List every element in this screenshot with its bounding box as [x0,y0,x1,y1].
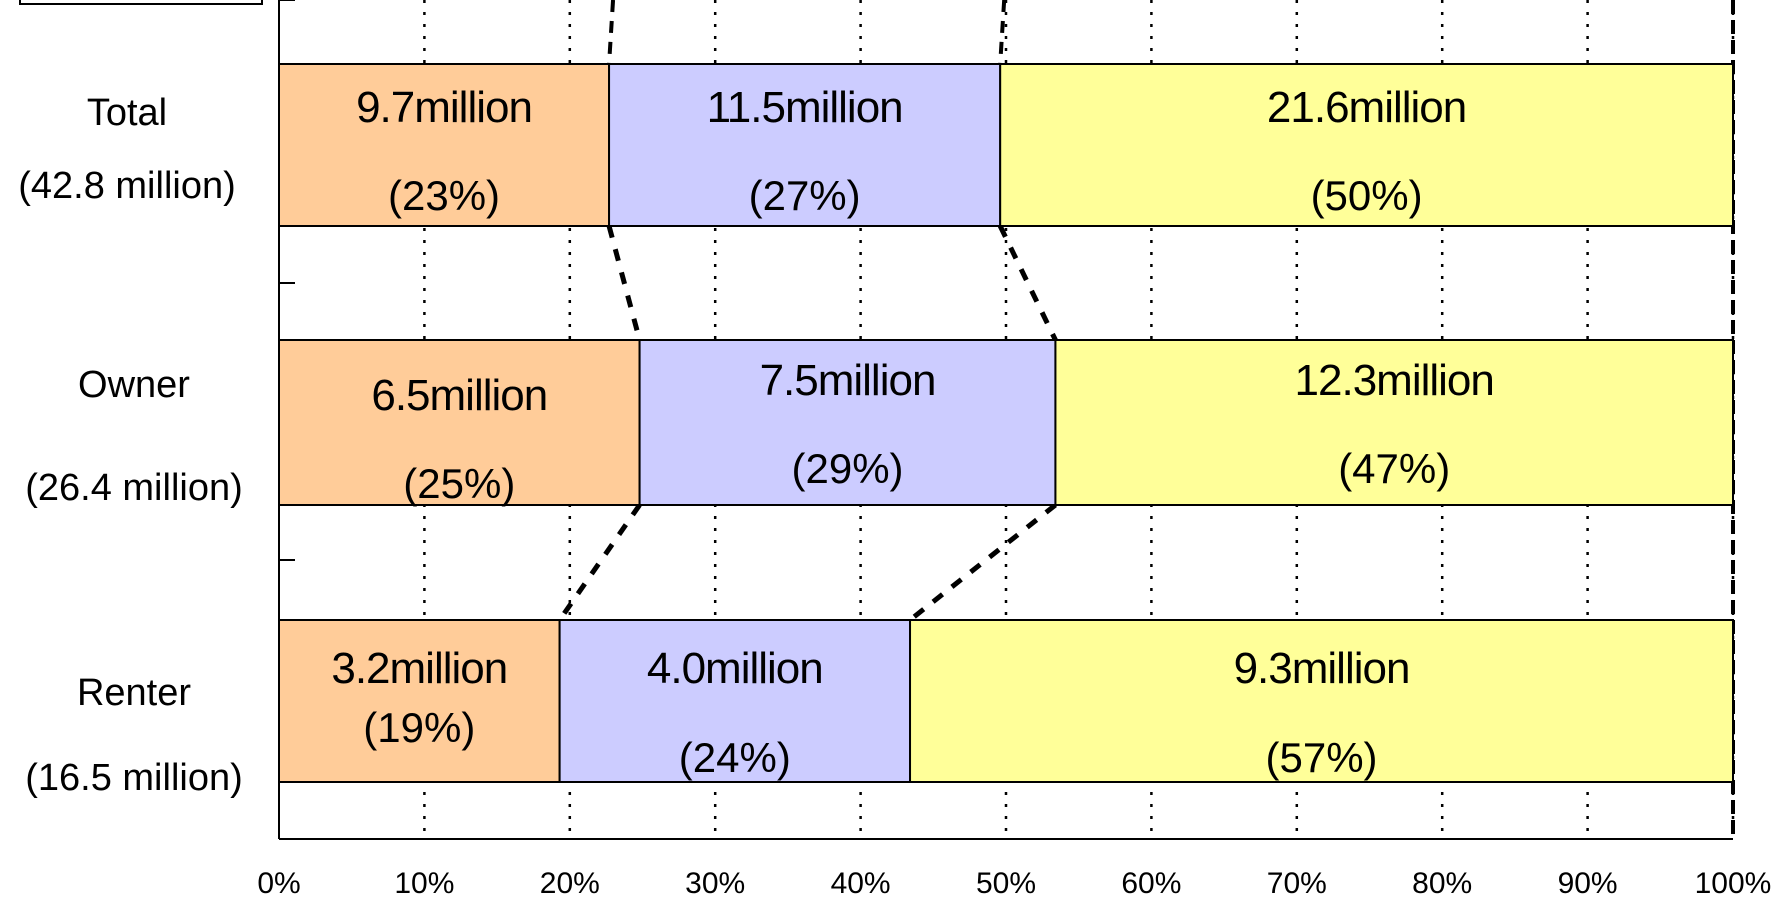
x-tick-label-4: 40% [831,867,891,900]
bar-0-0 [278,63,611,227]
x-tick-label-2: 20% [540,867,600,900]
x-tick-label-1: 10% [394,867,454,900]
connector-1-2 [908,503,1057,622]
x-tick-label-5: 50% [976,867,1036,900]
category-label-1: Owner [78,364,190,406]
pct-label-2-0: (19%) [363,704,475,751]
value-label-2-1: 4.0million [647,644,823,693]
x-tick-label-8: 80% [1412,867,1472,900]
pct-label-0-2: (50%) [1311,172,1423,219]
x-tick-label-6: 60% [1121,867,1181,900]
value-label-0-2: 21.6million [1267,83,1466,132]
bar-1-0 [278,339,641,506]
axes [19,0,1733,840]
x-tick-label-0: 0% [257,867,300,900]
bar-1-2 [1054,339,1735,506]
pct-label-1-0: (25%) [403,460,515,507]
connector-1-1 [557,503,642,622]
bar-0-2 [999,63,1734,227]
x-tick-label-10: 100% [1695,867,1772,900]
labels: 0% 10% 20% 30% 40% 50% 60% 70% 80% 90% 100% Total (4… [18,83,1771,900]
value-label-1-2: 12.3million [1295,356,1494,405]
x-tick-label-7: 70% [1267,867,1327,900]
category-label-0: Total [87,92,167,134]
value-label-2-2: 9.3million [1234,644,1410,693]
value-label-0-0: 9.7million [356,83,532,132]
bar-2-2 [909,619,1734,783]
value-label-1-0: 6.5million [371,371,547,420]
connector-0-2 [997,224,1058,342]
x-tick-label-9: 90% [1558,867,1618,900]
pct-label-0-0: (23%) [388,172,500,219]
pct-label-1-2: (47%) [1338,445,1450,492]
bar-2-0 [278,619,561,783]
pct-label-1-1: (29%) [791,445,903,492]
connector-top-2 [998,0,1007,65]
category-label-2: Renter [77,672,191,714]
legend-box [19,0,263,5]
series-connectors [557,0,1735,839]
bar-0-1 [608,63,1002,227]
value-label-0-1: 11.5million [707,83,903,132]
value-label-2-0: 3.2million [331,644,507,693]
bar-2-1 [558,619,912,783]
category-sublabel-0: (42.8 million) [18,165,236,207]
bars [278,63,1735,783]
pct-label-0-1: (27%) [749,172,861,219]
value-label-1-1: 7.5million [760,356,936,405]
connector-0-1 [606,225,643,341]
pct-label-2-1: (24%) [679,734,791,781]
connector-top-1 [607,0,616,65]
category-sublabel-2: (16.5 million) [25,757,243,799]
x-tick-label-3: 30% [685,867,745,900]
pct-label-2-2: (57%) [1265,734,1377,781]
category-sublabel-1: (26.4 million) [25,467,243,509]
